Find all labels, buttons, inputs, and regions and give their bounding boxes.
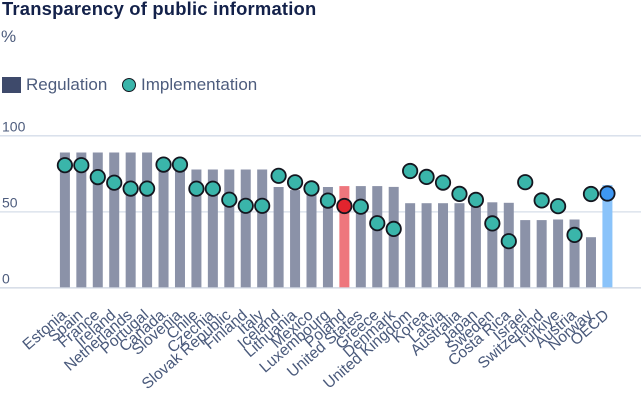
svg-text:50: 50 [2,194,18,210]
svg-text:0: 0 [2,270,10,286]
svg-text:100: 100 [2,118,26,134]
